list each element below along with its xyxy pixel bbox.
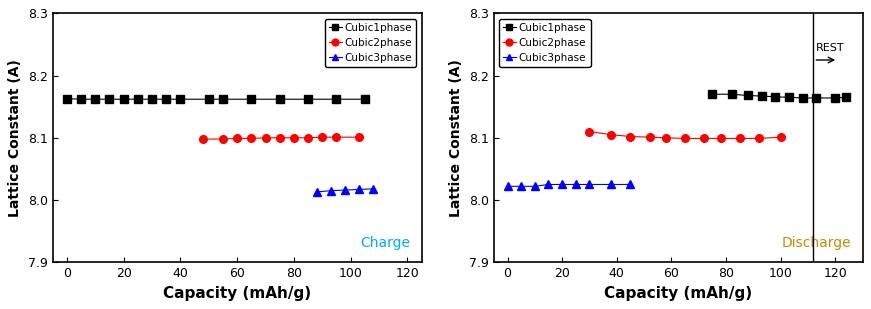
Text: Discharge: Discharge [782, 236, 852, 250]
X-axis label: Capacity (mAh/g): Capacity (mAh/g) [604, 286, 753, 301]
Text: Charge: Charge [361, 236, 410, 250]
Text: REST: REST [816, 43, 845, 53]
Legend: Cubic1phase, Cubic2phase, Cubic3phase: Cubic1phase, Cubic2phase, Cubic3phase [325, 19, 416, 67]
Y-axis label: Lattice Constant (A): Lattice Constant (A) [449, 59, 463, 217]
Legend: Cubic1phase, Cubic2phase, Cubic3phase: Cubic1phase, Cubic2phase, Cubic3phase [499, 19, 591, 67]
Y-axis label: Lattice Constant (A): Lattice Constant (A) [9, 59, 23, 217]
X-axis label: Capacity (mAh/g): Capacity (mAh/g) [163, 286, 311, 301]
